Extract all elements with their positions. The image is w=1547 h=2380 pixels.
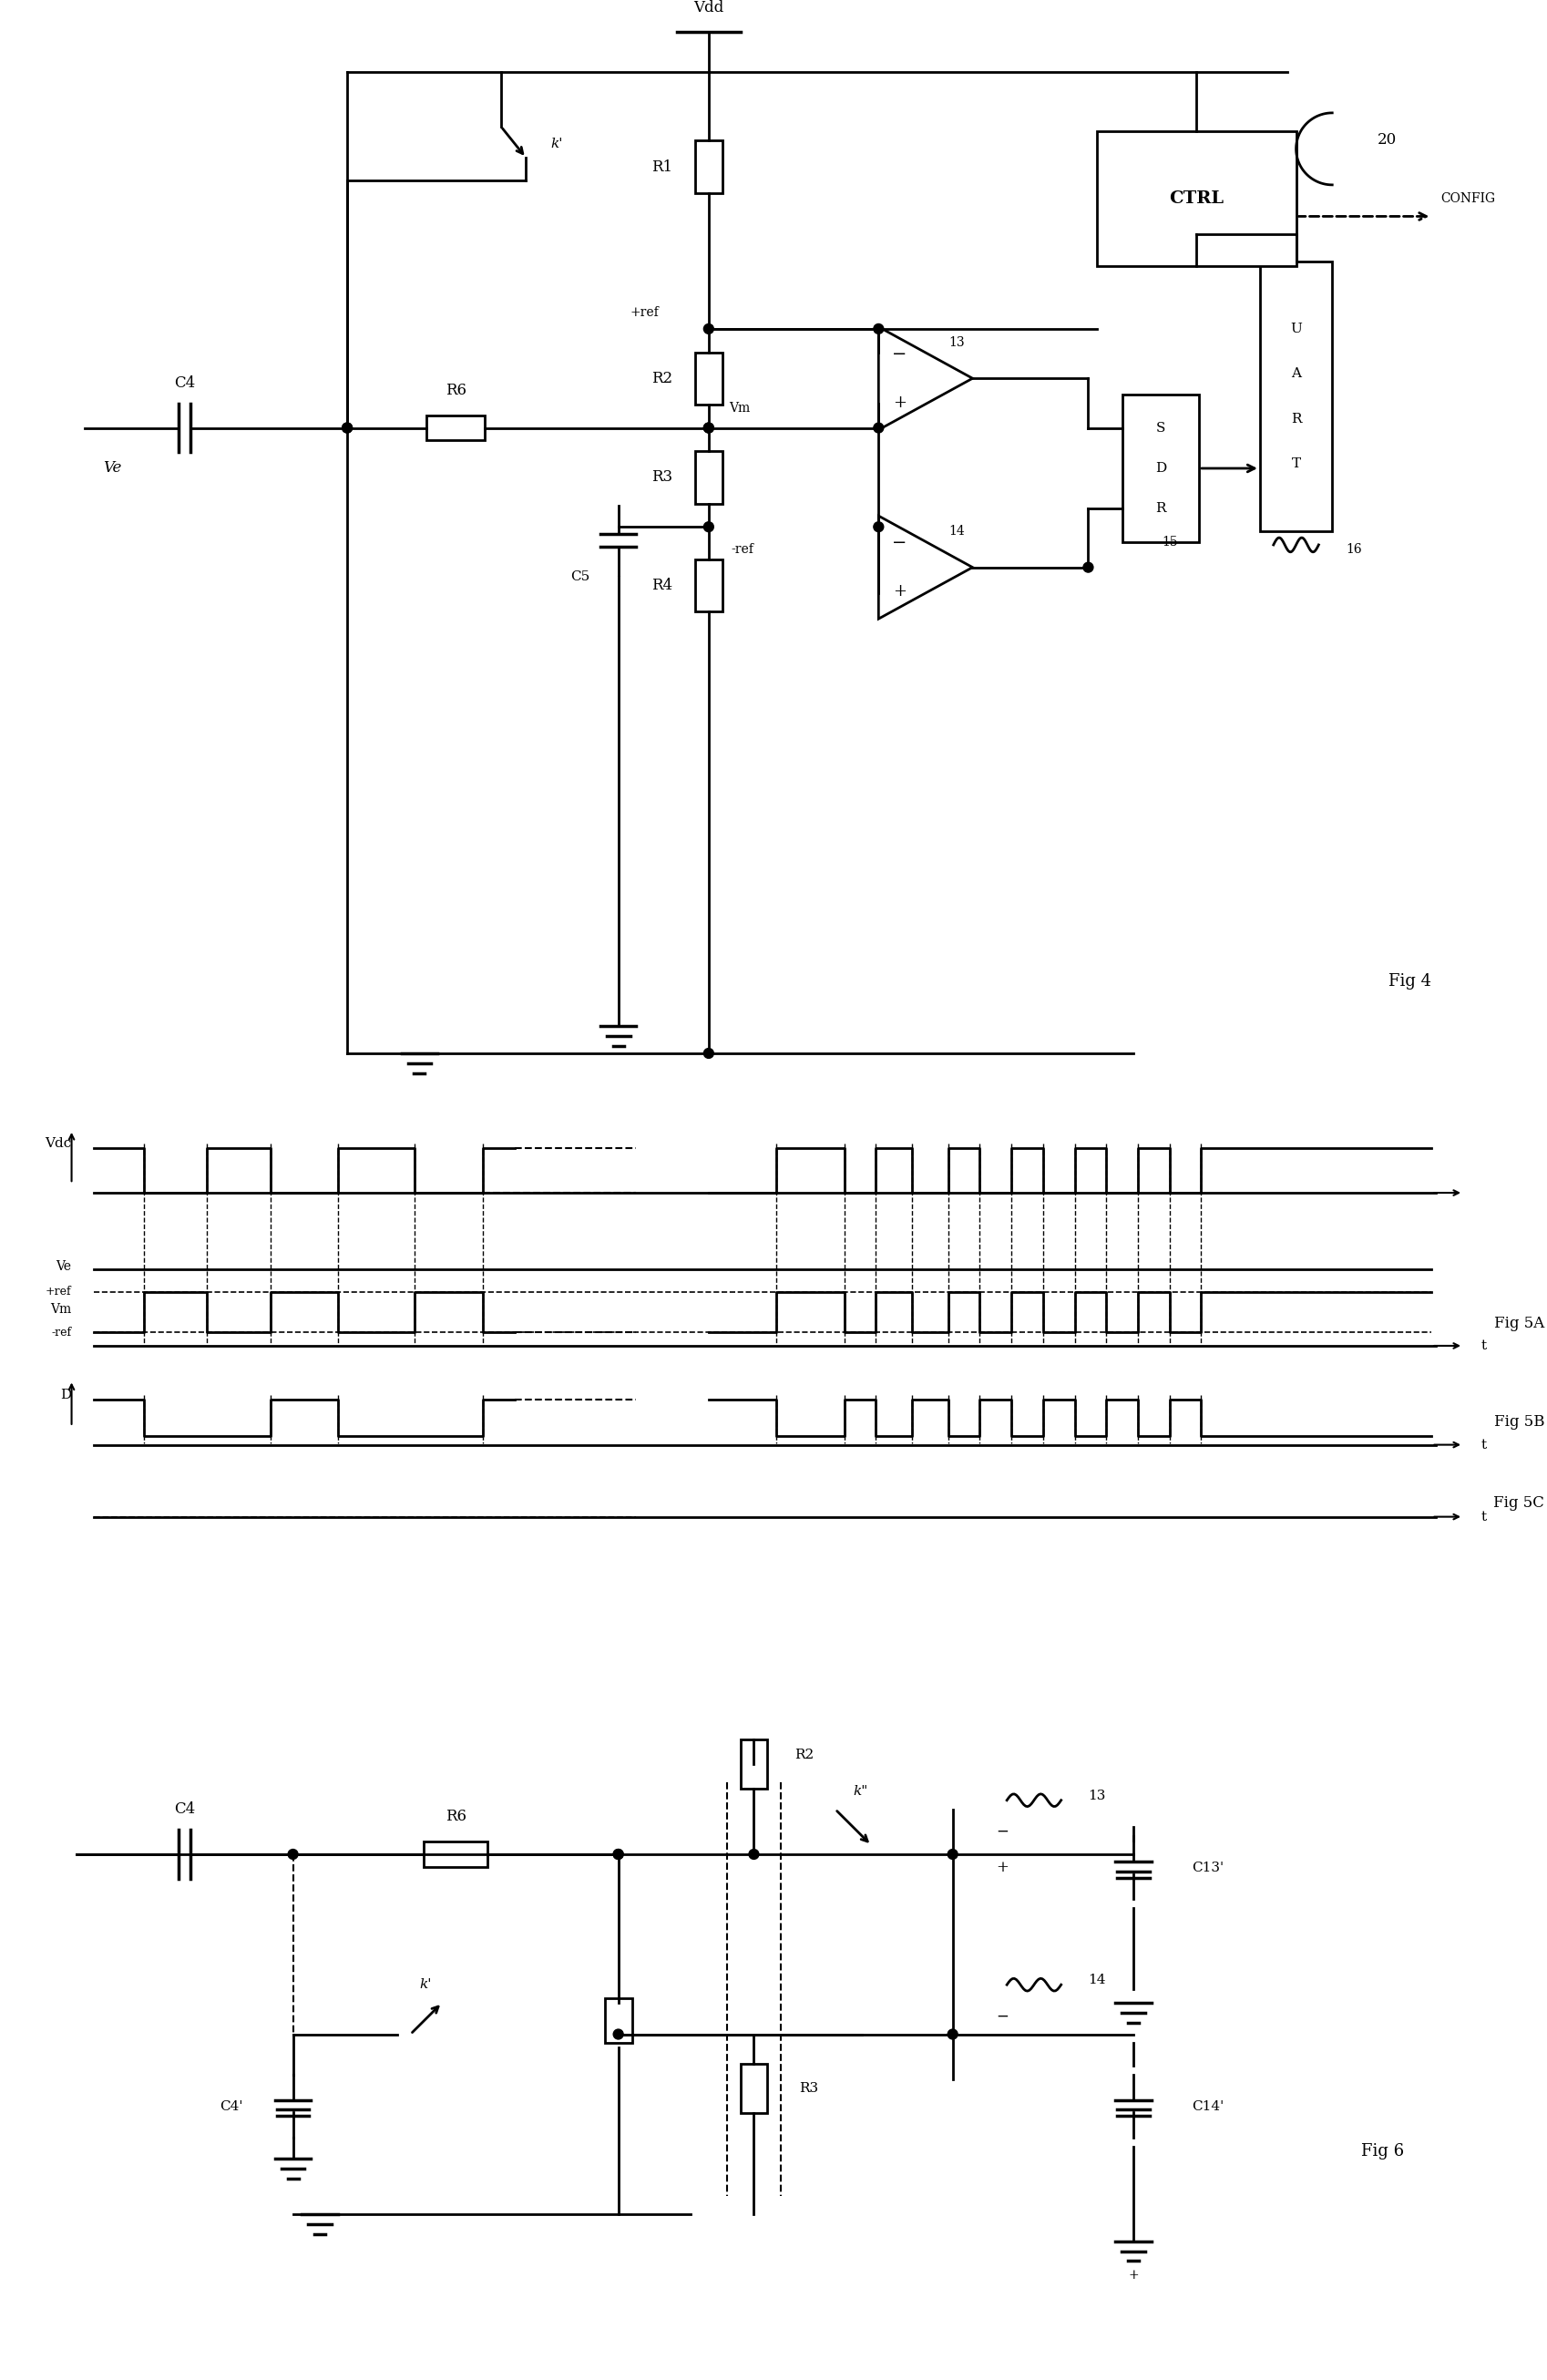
Text: t: t — [1482, 1438, 1487, 1452]
Text: R3: R3 — [800, 2082, 818, 2094]
Text: Fig 6: Fig 6 — [1361, 2142, 1405, 2159]
Text: R: R — [1290, 412, 1301, 426]
Text: 15: 15 — [1162, 536, 1177, 547]
Bar — [695, 452, 722, 505]
Circle shape — [749, 1849, 760, 1859]
Circle shape — [874, 521, 883, 531]
Text: U: U — [1290, 321, 1303, 336]
Text: −: − — [996, 1823, 1009, 1840]
Text: A: A — [1292, 367, 1301, 381]
Text: C5: C5 — [571, 569, 589, 583]
Text: R2: R2 — [795, 1749, 814, 1761]
Text: -ref: -ref — [732, 543, 753, 555]
Bar — [741, 2063, 767, 2113]
Bar — [695, 559, 722, 612]
Text: 14: 14 — [1088, 1973, 1106, 1987]
Text: Vdc: Vdc — [45, 1138, 71, 1150]
Text: R4: R4 — [651, 578, 673, 593]
Bar — [1097, 131, 1296, 267]
Text: Vm: Vm — [729, 402, 750, 414]
Circle shape — [704, 1047, 713, 1059]
Text: D: D — [1156, 462, 1166, 474]
Text: D: D — [60, 1390, 71, 1402]
Text: k": k" — [854, 1785, 868, 1797]
Bar — [427, 414, 486, 440]
Text: C13': C13' — [1193, 1861, 1224, 1873]
Text: 13: 13 — [1088, 1790, 1106, 1802]
Text: +: + — [893, 395, 907, 412]
Text: +: + — [1128, 2268, 1139, 2282]
Text: 13: 13 — [950, 336, 965, 350]
Text: +: + — [893, 583, 907, 600]
Text: R: R — [1156, 502, 1166, 514]
Bar — [695, 352, 722, 405]
Text: 14: 14 — [950, 526, 965, 538]
Circle shape — [948, 2030, 958, 2040]
Text: C4: C4 — [173, 1802, 195, 1816]
Text: +ref: +ref — [45, 1285, 71, 1297]
Text: C4': C4' — [220, 2099, 243, 2113]
Text: t: t — [1482, 1340, 1487, 1352]
Text: R6: R6 — [446, 383, 466, 397]
Text: R2: R2 — [651, 371, 673, 386]
Text: Ve: Ve — [56, 1259, 71, 1273]
Circle shape — [613, 2030, 623, 2040]
Text: R6: R6 — [446, 1809, 466, 1823]
Circle shape — [704, 424, 713, 433]
Circle shape — [704, 424, 713, 433]
Text: R1: R1 — [651, 159, 673, 174]
Circle shape — [874, 324, 883, 333]
Text: Vdd: Vdd — [693, 0, 724, 14]
Circle shape — [342, 424, 353, 433]
Text: -ref: -ref — [51, 1326, 71, 1338]
Circle shape — [1083, 562, 1094, 571]
Text: Ve: Ve — [104, 462, 122, 476]
Text: 16: 16 — [1346, 543, 1361, 555]
Text: Fig 5A: Fig 5A — [1494, 1316, 1544, 1330]
Bar — [695, 140, 722, 193]
Text: t: t — [1482, 1511, 1487, 1523]
Bar — [605, 1999, 631, 2042]
Circle shape — [948, 1849, 958, 1859]
Text: Fig 5B: Fig 5B — [1494, 1414, 1544, 1430]
Text: +ref: +ref — [630, 307, 659, 319]
Circle shape — [613, 1849, 623, 1859]
Text: CONFIG: CONFIG — [1440, 193, 1496, 205]
Circle shape — [874, 424, 883, 433]
Text: Fig 5C: Fig 5C — [1494, 1495, 1544, 1511]
Text: R3: R3 — [651, 469, 673, 486]
Bar — [741, 1740, 767, 1790]
Circle shape — [613, 1849, 623, 1859]
Text: Fig 4: Fig 4 — [1389, 973, 1431, 990]
Text: −: − — [996, 2009, 1009, 2023]
Text: T: T — [1292, 457, 1301, 471]
Text: −: − — [893, 345, 907, 362]
Bar — [1259, 262, 1332, 531]
Circle shape — [288, 1849, 299, 1859]
Circle shape — [342, 424, 353, 433]
Text: C4: C4 — [173, 376, 195, 390]
Text: S: S — [1156, 421, 1165, 433]
Bar — [424, 1842, 487, 1866]
Text: Vm: Vm — [51, 1304, 71, 1316]
Circle shape — [704, 521, 713, 531]
Text: k': k' — [419, 1978, 432, 1992]
Circle shape — [704, 324, 713, 333]
Text: CTRL: CTRL — [1170, 190, 1224, 207]
Text: k': k' — [551, 138, 563, 150]
Bar — [1122, 395, 1199, 543]
Text: −: − — [893, 536, 907, 552]
Text: 20: 20 — [1377, 133, 1397, 148]
Text: +: + — [996, 1861, 1009, 1875]
Text: C14': C14' — [1193, 2099, 1224, 2113]
